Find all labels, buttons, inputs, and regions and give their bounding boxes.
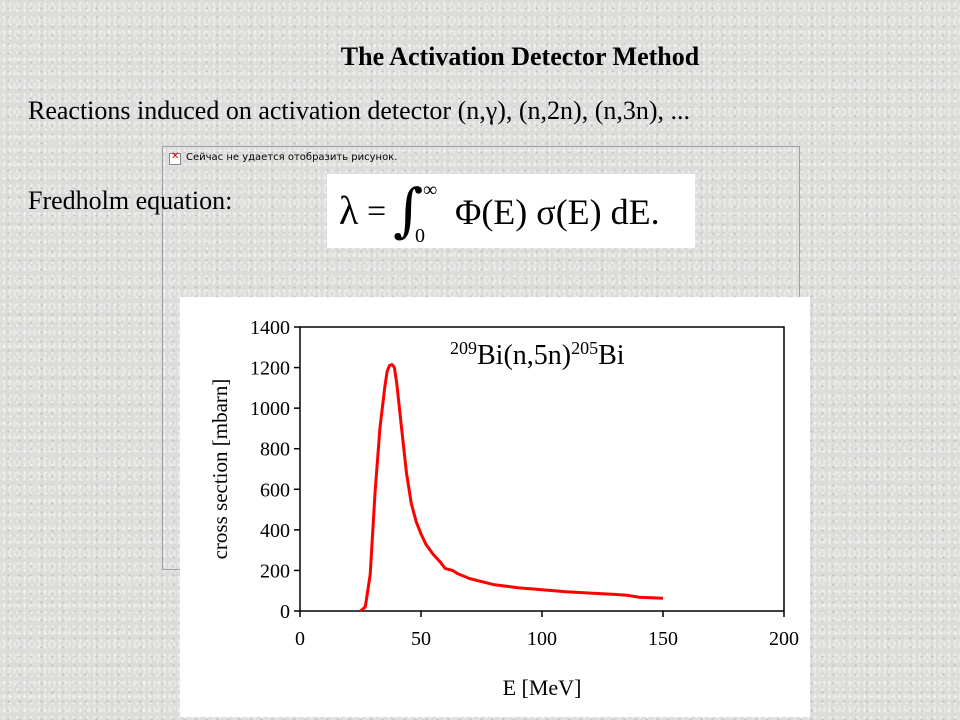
equation-upper-limit: ∞ <box>423 179 437 201</box>
y-axis-label: cross section [mbarn] <box>208 379 232 560</box>
chart-svg: 0 200 400 600 800 1000 1200 1400 0 50 100 150 200 20… <box>208 317 799 700</box>
y-tick-label: 800 <box>260 439 290 461</box>
cross-section-curve <box>359 363 664 613</box>
y-tick-label: 200 <box>260 560 290 582</box>
x-tick-label: 0 <box>295 628 305 650</box>
x-axis-label: E [MeV] <box>503 675 582 700</box>
fredholm-label: Fredholm equation: <box>28 186 233 215</box>
equation-lower-limit: 0 <box>415 225 425 247</box>
reactions-text: Reactions induced on activation detector… <box>28 96 691 125</box>
equation-lhs: λ <box>339 188 359 233</box>
fredholm-equation: λ = ∫ ∞ 0 Φ(E) σ(E) dE. <box>327 174 695 248</box>
annotation-element-1: Bi(n,5n) <box>477 340 571 371</box>
cross-section-chart: 0 200 400 600 800 1000 1200 1400 0 50 100 150 200 20… <box>180 297 810 717</box>
annotation-element-2: Bi <box>598 340 625 371</box>
x-tick-label: 100 <box>527 628 557 650</box>
y-tick-label: 1400 <box>250 317 290 339</box>
y-tick-label: 1000 <box>250 398 290 420</box>
y-tick-label: 400 <box>260 520 290 542</box>
annotation-mass-2: 205 <box>571 338 598 358</box>
equation-integrand: Φ(E) σ(E) dE. <box>455 192 660 232</box>
broken-image-icon <box>169 151 181 165</box>
y-tick-label: 600 <box>260 479 290 501</box>
y-tick-label: 0 <box>280 601 290 623</box>
x-tick-label: 150 <box>648 628 678 650</box>
x-tick-label: 50 <box>411 628 431 650</box>
x-tick-label: 200 <box>769 628 799 650</box>
equation-integral: ∫ <box>393 176 423 244</box>
y-tick-label: 1200 <box>250 358 290 380</box>
slide-title: The Activation Detector Method <box>340 42 700 71</box>
annotation-mass-1: 209 <box>450 338 477 358</box>
equation-equals: = <box>367 193 386 230</box>
chart-annotation: 209Bi(n,5n)205Bi <box>450 338 625 371</box>
broken-image-message: Сейчас не удается отобразить рисунок. <box>186 152 398 163</box>
